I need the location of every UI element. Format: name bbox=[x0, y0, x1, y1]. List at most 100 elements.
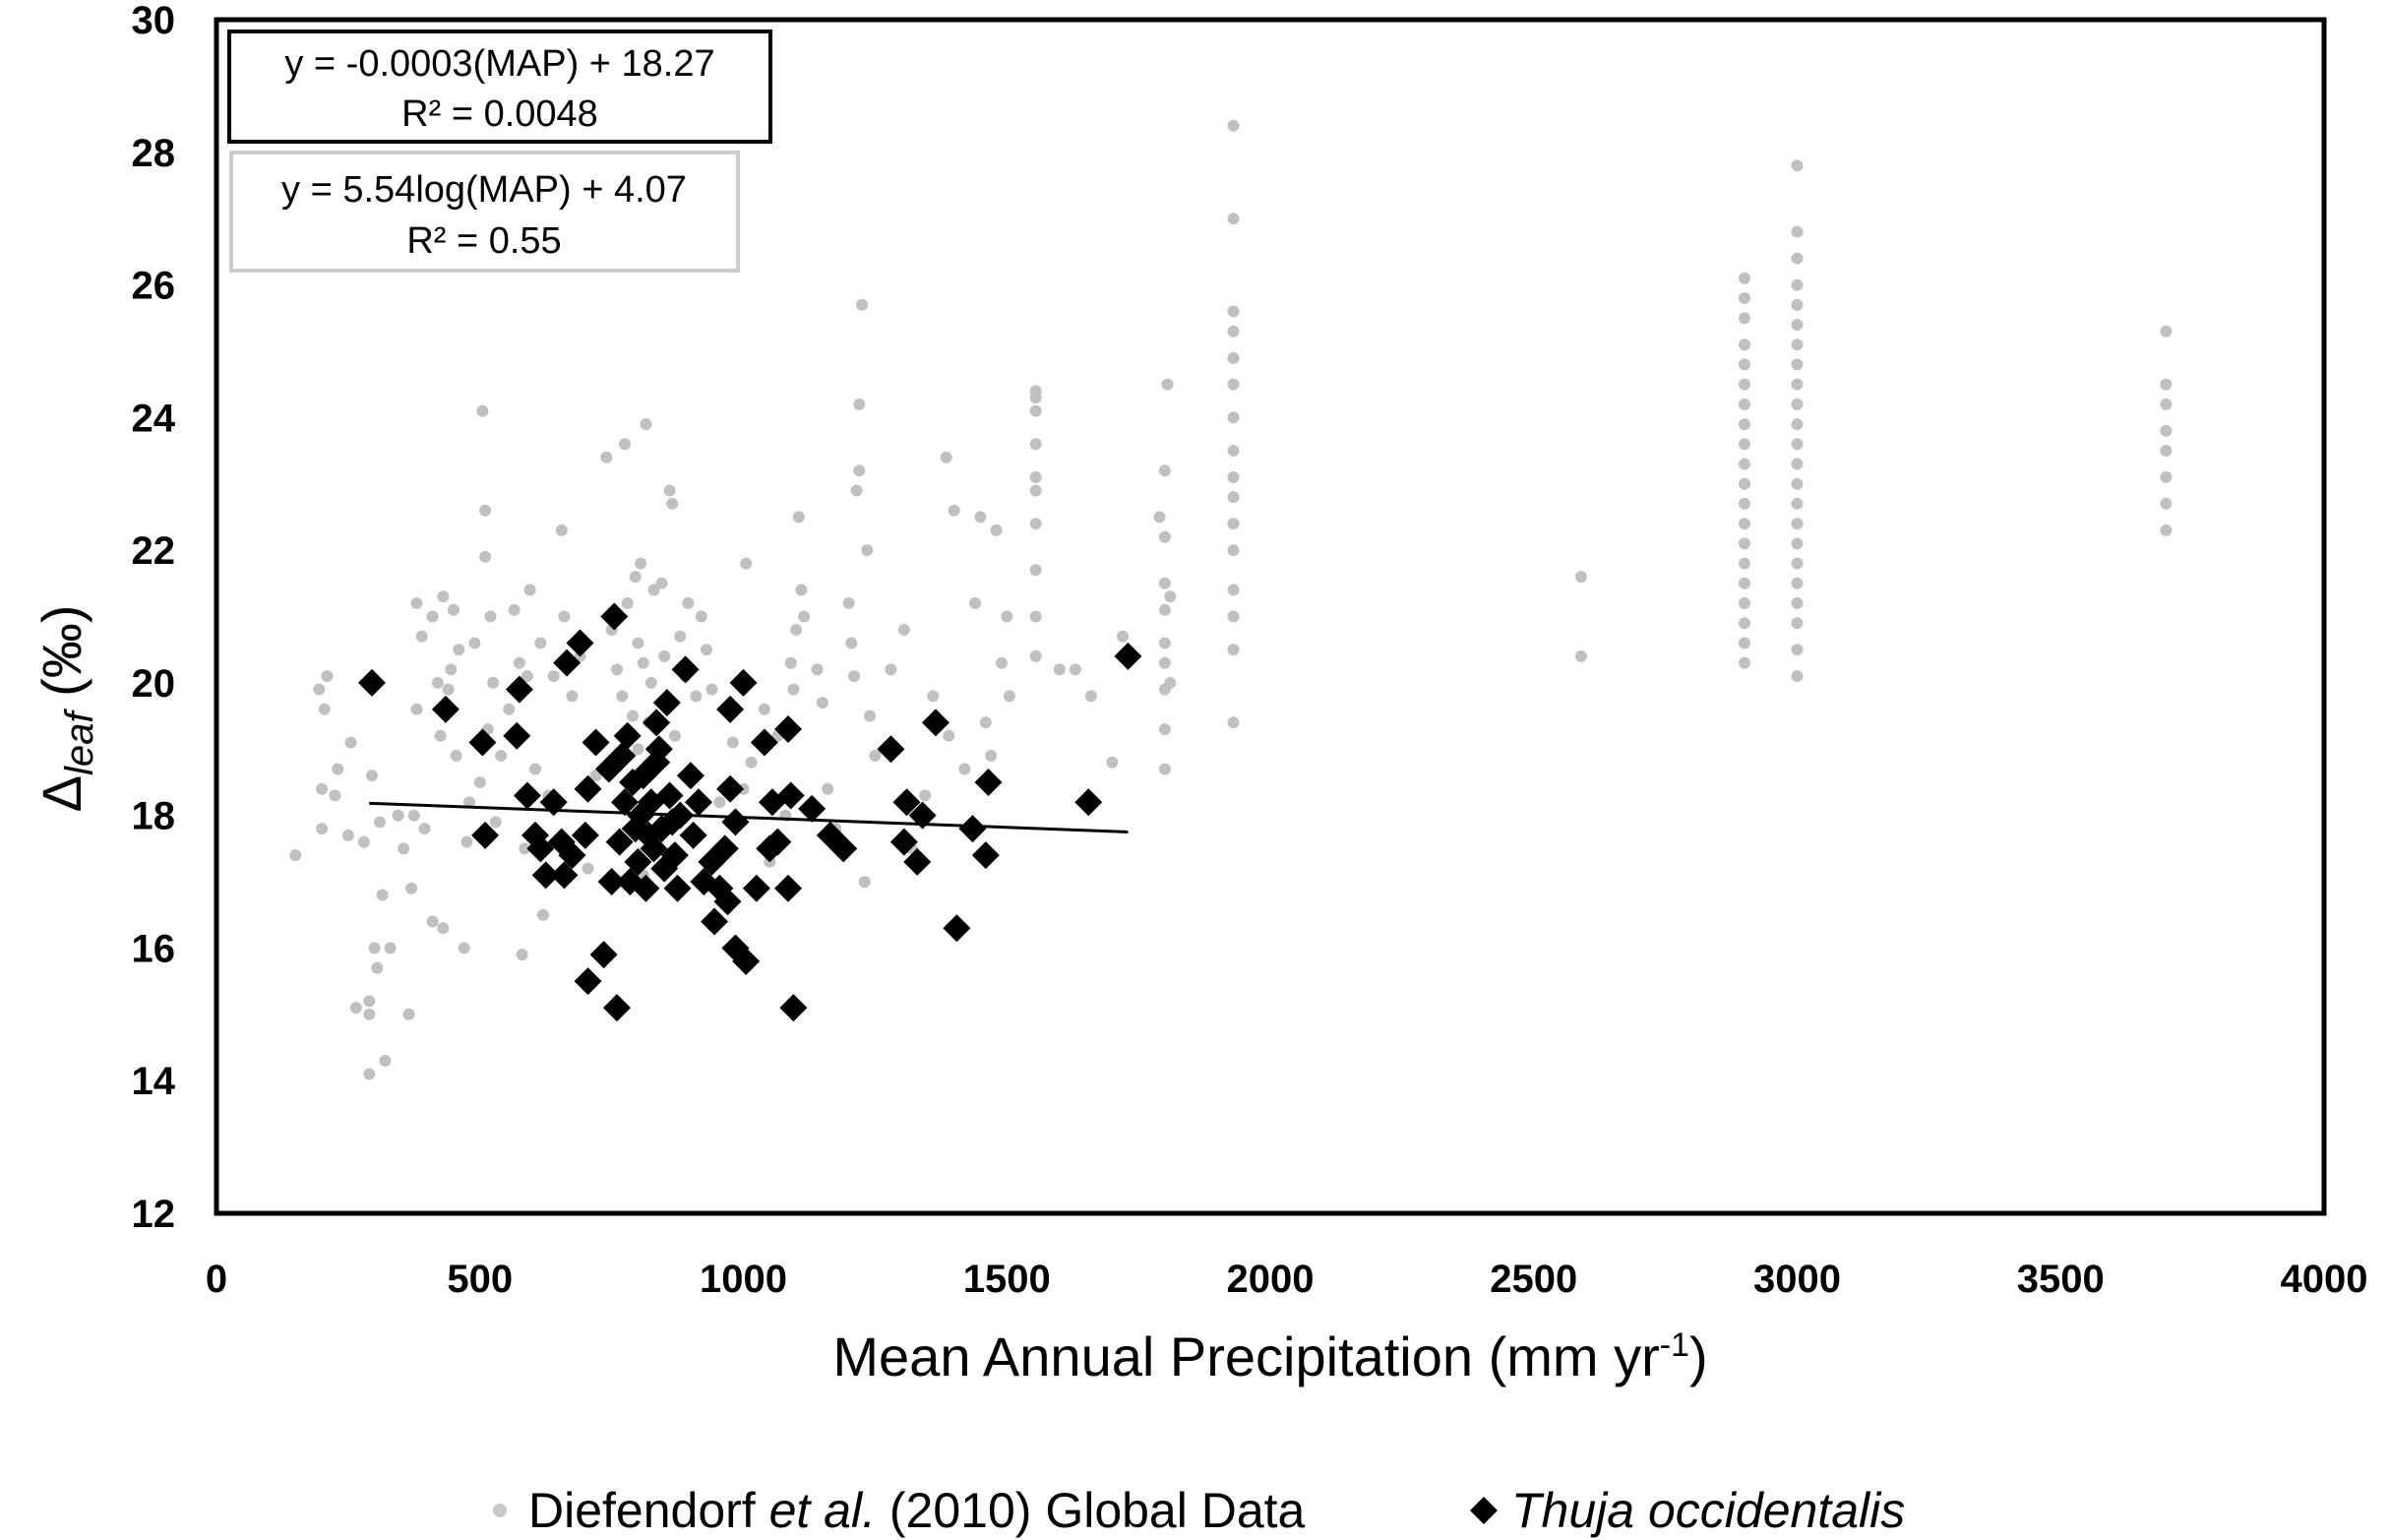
global-data-point bbox=[919, 789, 932, 802]
global-data-point bbox=[418, 823, 431, 835]
global-data-point bbox=[1791, 644, 1804, 656]
thuja-data-point bbox=[701, 907, 729, 936]
global-data-point bbox=[484, 610, 497, 623]
global-data-point bbox=[745, 756, 758, 769]
global-data-point bbox=[332, 763, 344, 775]
global-data-point bbox=[1227, 445, 1240, 457]
global-data-point bbox=[616, 690, 629, 703]
y-tick-label: 30 bbox=[132, 0, 176, 42]
global-data-point bbox=[363, 1008, 376, 1020]
global-data-point bbox=[856, 298, 868, 311]
global-data-point bbox=[1791, 670, 1804, 683]
thuja-data-point bbox=[526, 834, 555, 863]
global-data-point bbox=[600, 451, 613, 463]
global-data-point bbox=[1227, 491, 1240, 504]
global-data-point bbox=[448, 603, 459, 616]
global-data-point bbox=[1574, 571, 1587, 584]
global-data-point bbox=[410, 703, 423, 715]
thuja-data-point bbox=[655, 781, 684, 810]
global-data-point bbox=[437, 922, 450, 935]
global-data-point bbox=[1739, 339, 1750, 351]
global-data-point bbox=[611, 663, 623, 676]
global-data-point bbox=[1227, 584, 1240, 596]
global-data-point bbox=[349, 1002, 362, 1015]
global-data-point bbox=[1739, 398, 1750, 410]
global-data-point bbox=[848, 670, 860, 683]
global-data-point bbox=[392, 809, 404, 822]
global-data-point bbox=[1161, 378, 1174, 391]
global-data-point bbox=[1158, 723, 1171, 736]
y-tick-label: 22 bbox=[132, 529, 176, 573]
global-data-point bbox=[1227, 325, 1240, 338]
global-data-point bbox=[476, 404, 489, 417]
global-data-point bbox=[1029, 438, 1042, 451]
global-data-point bbox=[1791, 597, 1804, 609]
global-data-point bbox=[621, 597, 634, 609]
thuja-data-point bbox=[574, 774, 602, 803]
global-data-point bbox=[1158, 603, 1171, 616]
global-data-point bbox=[2160, 471, 2173, 483]
thuja-data-point bbox=[643, 708, 671, 737]
global-data-point bbox=[368, 942, 381, 955]
global-data-point bbox=[415, 630, 428, 643]
thuja-data-point bbox=[600, 602, 629, 631]
global-data-point bbox=[313, 683, 326, 696]
global-data-point bbox=[1227, 119, 1240, 132]
thuja-data-point bbox=[774, 874, 803, 902]
global-data-point bbox=[658, 649, 671, 662]
global-data-point bbox=[321, 670, 334, 683]
linear-equation: y = -0.0003(MAP) + 18.27 bbox=[284, 43, 714, 85]
thuja-data-point bbox=[640, 834, 668, 863]
global-data-point bbox=[410, 597, 423, 609]
global-data-point bbox=[2160, 524, 2173, 536]
global-data-point bbox=[635, 557, 647, 570]
global-data-point bbox=[1739, 597, 1750, 609]
global-data-point bbox=[927, 690, 940, 703]
legend-global-label: Diefendorf et al. (2010) Global Data bbox=[528, 1483, 1306, 1538]
global-data-point bbox=[985, 750, 998, 762]
thuja-data-point bbox=[676, 762, 704, 790]
global-data-point bbox=[2160, 424, 2173, 437]
thuja-data-point bbox=[742, 874, 770, 902]
global-data-point bbox=[969, 597, 982, 609]
global-data-point bbox=[885, 663, 897, 676]
global-data-point bbox=[1001, 610, 1013, 623]
global-data-point bbox=[1029, 385, 1042, 398]
thuja-data-point bbox=[974, 768, 1003, 796]
global-data-point bbox=[1227, 213, 1240, 225]
global-data-point bbox=[1084, 690, 1097, 703]
global-data-point bbox=[434, 729, 447, 742]
x-tick-label: 2500 bbox=[1490, 1258, 1577, 1301]
global-data-point bbox=[426, 610, 439, 623]
global-data-point bbox=[460, 835, 473, 848]
thuja-data-point bbox=[716, 774, 745, 803]
y-tick-label: 20 bbox=[132, 662, 176, 706]
global-data-point bbox=[792, 511, 805, 524]
global-data-point bbox=[513, 656, 525, 669]
thuja-data-point bbox=[798, 794, 827, 823]
global-data-point bbox=[442, 683, 455, 696]
global-data-point bbox=[316, 782, 329, 795]
thuja-data-point bbox=[357, 668, 386, 697]
global-data-point bbox=[487, 676, 500, 689]
global-data-point bbox=[589, 770, 602, 782]
global-data-point bbox=[1739, 292, 1750, 304]
log-equation-box: y = 5.54log(MAP) + 4.07 R² = 0.55 bbox=[229, 151, 740, 273]
global-data-point bbox=[1739, 358, 1750, 371]
thuja-data-point bbox=[660, 841, 689, 870]
global-data-point bbox=[655, 577, 668, 589]
global-data-point bbox=[940, 451, 952, 463]
global-data-point bbox=[1739, 477, 1750, 490]
global-data-point bbox=[798, 610, 811, 623]
thuja-data-point bbox=[431, 695, 459, 723]
global-data-point bbox=[1069, 663, 1081, 676]
global-data-point bbox=[366, 770, 378, 782]
global-data-point bbox=[1739, 378, 1750, 391]
thuja-data-point bbox=[774, 715, 803, 744]
global-data-point bbox=[1227, 471, 1240, 483]
thuja-data-point bbox=[721, 808, 750, 836]
global-data-point bbox=[1029, 564, 1042, 577]
global-data-point bbox=[864, 709, 876, 722]
global-data-point bbox=[558, 610, 571, 623]
log-equation: y = 5.54log(MAP) + 4.07 bbox=[281, 169, 687, 211]
